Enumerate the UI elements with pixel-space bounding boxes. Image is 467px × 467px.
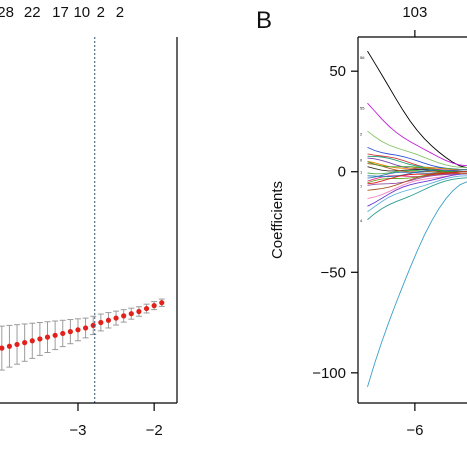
b-series-line	[367, 173, 467, 186]
b-series-line	[367, 155, 467, 171]
b-line-labels: 56 55 2 0 1 7 4	[360, 55, 365, 223]
b-ticks: 50 0 −50 −100 −6	[312, 63, 423, 439]
a-top-ticks: 28 22 17 10 2 2	[0, 4, 124, 21]
a-point	[136, 308, 142, 315]
b-series-line	[367, 130, 467, 169]
a-x-tick-label: −3	[69, 422, 86, 439]
a-point	[44, 334, 51, 340]
b-series-line	[367, 160, 467, 171]
a-point	[52, 332, 58, 338]
a-top-tick-label: 22	[24, 4, 41, 21]
panel-b-label: B	[256, 7, 272, 34]
b-line-label: 56	[360, 55, 365, 60]
a-point	[6, 343, 13, 349]
a-point	[29, 338, 35, 344]
a-point	[0, 345, 5, 351]
b-series-line	[367, 171, 467, 185]
a-top-tick-label: 17	[52, 4, 69, 21]
a-point	[60, 330, 66, 337]
a-top-tick-label: 10	[73, 4, 90, 21]
panel-b-coefficient-paths: B Coefficients 56 55 2 0 1 7 4 50 0 −50 −100 −6 10…	[256, 4, 467, 439]
panel-a-lasso-cv: −3 −2 28 22 17 10 2 2	[0, 4, 178, 439]
b-line-label: 4	[360, 218, 363, 223]
a-x-tick-label: −2	[146, 422, 163, 439]
b-y-tick-label: 50	[329, 63, 346, 80]
a-axes	[0, 37, 178, 404]
b-series-line	[367, 173, 467, 207]
a-point	[159, 300, 165, 306]
b-series-line	[367, 169, 467, 178]
a-point	[37, 336, 43, 342]
a-point	[82, 325, 89, 331]
a-top-tick-label: 28	[0, 4, 14, 21]
a-point	[121, 313, 127, 319]
b-line-label: 7	[360, 184, 363, 189]
b-series-line	[367, 161, 467, 173]
b-line-label: 55	[360, 105, 365, 110]
b-line-label: 1	[360, 170, 363, 175]
b-series-line	[367, 171, 467, 184]
a-top-tick-label: 2	[116, 4, 124, 21]
a-point	[105, 317, 112, 323]
a-point	[128, 311, 134, 317]
b-x-tick-label: −6	[406, 422, 423, 439]
a-point	[98, 319, 104, 326]
b-series-line	[367, 50, 467, 169]
b-top-ticks: 103	[402, 4, 427, 37]
b-series-line	[367, 175, 467, 213]
a-point	[14, 341, 20, 348]
a-point	[75, 327, 81, 333]
a-point	[151, 303, 157, 309]
b-ylabel: Coefficients	[269, 181, 286, 259]
b-axes	[357, 36, 467, 404]
b-series-line	[367, 177, 467, 220]
b-line-label: 2	[360, 132, 363, 137]
b-series-lines	[367, 50, 467, 388]
b-y-tick-label: −50	[321, 264, 346, 281]
b-y-tick-label: −100	[312, 365, 346, 382]
b-top-tick-label: 103	[402, 4, 427, 21]
a-point	[67, 329, 73, 335]
a-top-tick-label: 2	[97, 4, 105, 21]
b-line-label: 0	[360, 158, 363, 163]
a-points	[0, 300, 165, 351]
a-point	[113, 315, 119, 321]
a-point	[143, 305, 150, 312]
b-series-line	[367, 102, 467, 167]
b-y-tick-label: 0	[338, 164, 346, 181]
a-ticks: −3 −2	[69, 403, 163, 439]
a-point	[22, 340, 28, 346]
b-series-line	[367, 181, 467, 388]
